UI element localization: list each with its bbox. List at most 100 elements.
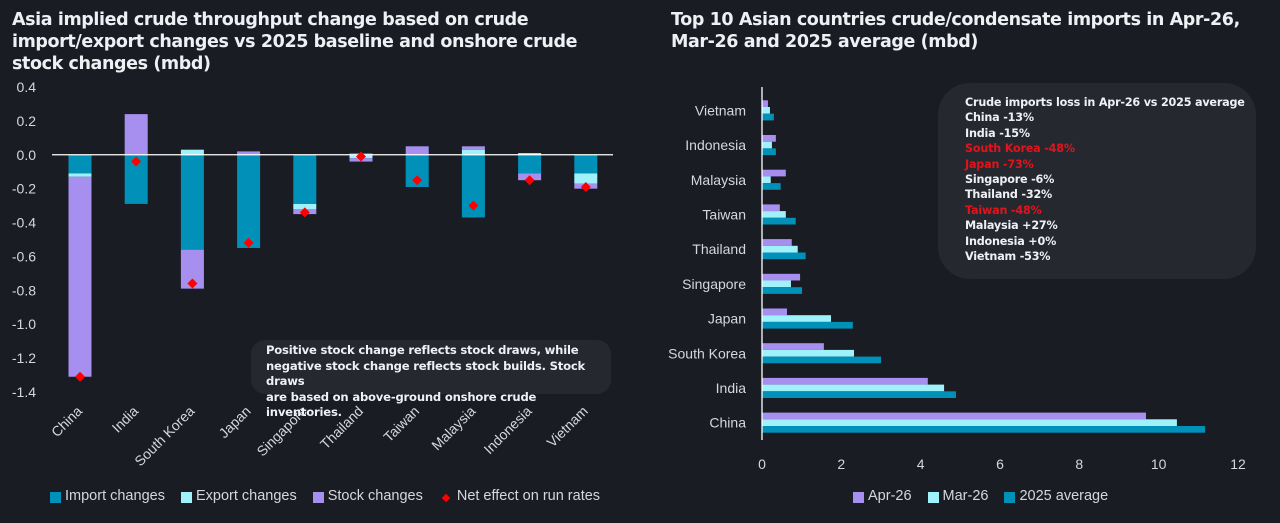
legend-label: Mar-26 [942, 488, 989, 504]
bar-apr-26 [762, 135, 776, 142]
apr26-swatch-icon [853, 492, 864, 503]
net-effect-marker [412, 175, 423, 186]
bar-apr-26 [762, 308, 787, 316]
y-tick-label: South Korea [668, 345, 746, 361]
bar-mar-26 [762, 211, 786, 218]
bar-mar-26 [762, 349, 855, 357]
y-tick-label: Vietnam [695, 102, 746, 118]
y-tick-label: 0.0 [17, 147, 37, 163]
bar-segment-import-changes [574, 154, 598, 174]
x-tick-label: 4 [917, 456, 925, 472]
net-effect-marker [356, 151, 366, 162]
bar-mar-26 [762, 245, 798, 253]
x-tick-label: India [109, 403, 142, 436]
avg2025-swatch-icon [1004, 492, 1016, 503]
bar-mar-26 [762, 419, 1177, 426]
note-line: Taiwan -48% [965, 203, 1042, 217]
net-effect-marker [524, 175, 535, 186]
y-tick-label: -1.2 [12, 350, 36, 366]
stock-swatch-icon [312, 492, 324, 503]
import-swatch-icon [50, 492, 61, 503]
bar-mar-26 [762, 384, 945, 392]
note-line: Japan -73% [965, 157, 1034, 171]
bar-segment-import-changes [180, 154, 204, 250]
net-effect-marker [75, 371, 85, 382]
y-tick-label: Thailand [692, 241, 746, 257]
y-tick-label: China [709, 415, 746, 431]
bar-apr-26 [762, 377, 928, 385]
bar-segment-import-changes [405, 154, 429, 187]
imports-chart-panel: Top 10 Asian countries crude/condensate … [640, 0, 1280, 523]
legend-item-apr26[interactable]: Apr-26 [853, 488, 912, 504]
bar-segment-export-changes [518, 153, 542, 155]
x-tick-label: Japan [215, 403, 253, 441]
legend-item-stock[interactable]: Stock changes [312, 488, 423, 504]
note-line: Thailand -32% [965, 188, 1053, 202]
left-legend: Import changes Export changes Stock chan… [50, 488, 616, 504]
y-tick-label: -0.4 [12, 215, 36, 231]
bar-mar-26 [762, 280, 791, 288]
note-line: Malaysia +27% [965, 219, 1058, 233]
bar-apr-26 [762, 100, 768, 107]
bar-apr-26 [762, 412, 1146, 420]
net-effect-marker [131, 156, 142, 167]
bar-apr-26 [762, 239, 792, 246]
net-effect-marker [243, 237, 254, 248]
x-tick-label: 8 [1075, 456, 1083, 472]
left-chart-svg: 0.4 0.2 0.0 -0.2 -0.4 -0.6 -0.8 -1.0 -1.2 -1.4 Chi… [12, 79, 613, 470]
bar-segment-import-changes [124, 154, 148, 204]
note-lines: China -13% India -15% South Korea -48% Japa… [965, 110, 1256, 264]
note-line: China -13% [965, 111, 1034, 125]
mar26-swatch-icon [927, 492, 939, 503]
bar-mar-26 [762, 107, 770, 114]
legend-item-export[interactable]: Export changes [180, 488, 297, 504]
throughput-change-chart-panel: Asia implied crude throughput change bas… [12, 10, 616, 504]
bar-mar-26 [762, 315, 832, 322]
note-line: Vietnam -53% [965, 250, 1051, 264]
diamond-marker-icon [441, 493, 451, 502]
bar-2025-average [762, 252, 806, 260]
y-tick-label: -0.2 [12, 181, 36, 197]
bar-segment-stock-changes [461, 146, 485, 150]
net-effect-marker [468, 200, 479, 211]
y-tick-label: -0.6 [12, 248, 36, 264]
note-line: South Korea -48% [965, 142, 1075, 156]
bar-2025-average [762, 113, 774, 121]
bar-segment-stock-changes [237, 151, 261, 155]
imports-loss-note: Crude imports loss in Apr-26 vs 2025 ave… [938, 83, 1256, 279]
note-line: negative stock change reflects stock bui… [266, 358, 586, 389]
y-tick-label: Malaysia [691, 172, 746, 188]
bar-2025-average [762, 287, 803, 294]
legend-item-net-effect[interactable]: Net effect on run rates [439, 488, 600, 504]
bar-segment-import-changes [461, 154, 485, 218]
bar-segment-stock-changes [124, 114, 148, 155]
y-tick-label: -1.4 [12, 384, 36, 400]
legend-item-2025-average[interactable]: 2025 average [1004, 488, 1108, 504]
bar-segment-export-changes [293, 203, 317, 209]
legend-label: Net effect on run rates [456, 488, 601, 504]
y-tick-label: 0.2 [17, 113, 37, 129]
left-chart-title: Asia implied crude throughput change bas… [12, 10, 578, 74]
bar-segment-stock-changes [180, 249, 204, 289]
legend-label: Export changes [195, 488, 297, 504]
y-tick-label: Singapore [682, 276, 746, 292]
legend-item-import[interactable]: Import changes [50, 488, 165, 504]
y-tick-label: -1.0 [12, 316, 36, 332]
note-line: Singapore -6% [965, 173, 1055, 187]
right-chart-title: Top 10 Asian countries crude/condensate … [671, 10, 1240, 52]
stock-change-note: Positive stock change reflects stock dra… [251, 340, 611, 419]
x-tick-label: 0 [758, 456, 766, 472]
net-effect-marker [299, 207, 310, 218]
x-tick-label: China [48, 403, 85, 440]
bar-2025-average [762, 356, 881, 364]
bar-apr-26 [762, 273, 801, 281]
bar-segment-export-changes [574, 173, 598, 184]
legend-label: Stock changes [327, 488, 423, 504]
legend-label: Import changes [65, 488, 165, 504]
x-tick-label: South Korea [131, 403, 198, 470]
x-tick-label: 10 [1151, 456, 1167, 472]
x-tick-label: 12 [1230, 456, 1246, 472]
legend-item-mar26[interactable]: Mar-26 [927, 488, 989, 504]
bar-2025-average [762, 321, 853, 329]
bar-2025-average [762, 217, 796, 225]
